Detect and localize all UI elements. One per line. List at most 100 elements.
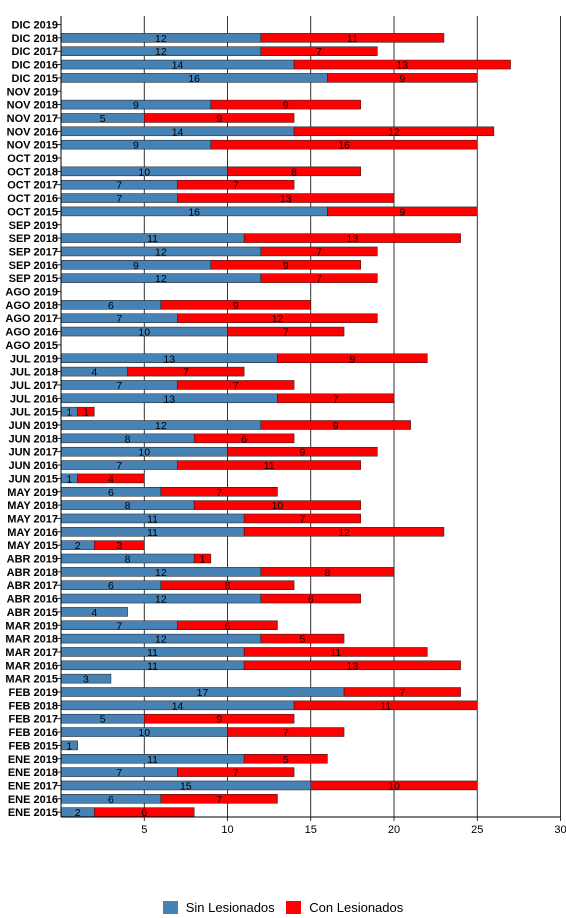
category-label: JUN 2015 — [8, 473, 58, 485]
category-label: NOV 2017 — [7, 113, 58, 125]
data-label: 8 — [225, 580, 231, 592]
category-label: DIC 2017 — [12, 46, 58, 58]
bar-con-lesionados — [277, 353, 428, 363]
data-label: 12 — [155, 567, 167, 579]
data-label: 7 — [216, 487, 222, 499]
category-label: OCT 2019 — [7, 153, 58, 165]
data-label: 13 — [280, 193, 292, 205]
data-label: 11 — [347, 33, 358, 45]
category-label: JUN 2018 — [8, 433, 58, 445]
legend-item-con-lesionados[interactable]: Con Lesionados — [286, 900, 403, 915]
bar-con-lesionados — [210, 99, 361, 110]
category-label: MAR 2019 — [5, 620, 58, 632]
category-label: ENE 2019 — [8, 754, 58, 766]
category-label: JUN 2016 — [8, 460, 58, 472]
category-label: ENE 2016 — [8, 794, 58, 806]
data-label: 7 — [183, 367, 189, 379]
data-label: 11 — [147, 647, 158, 659]
data-label: 16 — [338, 140, 350, 152]
data-label: 1 — [200, 554, 206, 566]
bar-con-lesionados — [177, 313, 378, 323]
bar-con-lesionados — [227, 326, 345, 337]
bar-con-lesionados — [193, 500, 361, 510]
category-label: FEB 2017 — [8, 714, 58, 726]
data-label: 10 — [138, 327, 150, 339]
data-label: 11 — [147, 527, 158, 539]
bar-con-lesionados — [327, 206, 478, 217]
data-label: 1 — [83, 407, 89, 419]
data-label: 6 — [108, 300, 114, 312]
category-label: OCT 2017 — [7, 180, 58, 192]
data-label: 12 — [338, 527, 350, 539]
bar-con-lesionados — [160, 300, 311, 310]
data-label: 17 — [197, 687, 209, 699]
category-label: ABR 2018 — [7, 567, 58, 579]
data-label: 8 — [125, 433, 131, 445]
bar-con-lesionados — [293, 126, 495, 137]
category-label: JUN 2019 — [8, 420, 58, 432]
category-label: MAY 2016 — [7, 527, 58, 539]
data-label: 5 — [300, 634, 306, 646]
bar-con-lesionados — [94, 540, 145, 550]
category-label: NOV 2016 — [7, 126, 58, 138]
data-label: 5 — [283, 754, 289, 766]
bar-con-lesionados — [210, 139, 478, 150]
data-label: 7 — [316, 246, 322, 258]
data-label: 1 — [66, 407, 72, 419]
data-label: 6 — [225, 620, 231, 632]
data-label: 13 — [163, 353, 175, 365]
data-label: 13 — [347, 660, 359, 672]
data-label: 11 — [147, 233, 158, 245]
legend-item-sin-lesionados[interactable]: Sin Lesionados — [162, 900, 275, 915]
bar-con-lesionados — [77, 473, 145, 484]
data-label: 7 — [333, 393, 339, 405]
bar-con-lesionados — [243, 527, 445, 537]
bar-con-lesionados — [177, 380, 295, 390]
category-label: MAY 2019 — [7, 487, 58, 499]
data-label: 10 — [138, 166, 150, 178]
x-tick-label: 15 — [305, 824, 317, 836]
bar-con-lesionados — [160, 580, 295, 590]
data-label: 11 — [330, 647, 341, 659]
x-tick-label: 30 — [554, 824, 566, 836]
x-tick-label: 20 — [388, 824, 400, 836]
x-tick-label: 5 — [141, 824, 147, 836]
data-label: 9 — [349, 353, 355, 365]
bar-con-lesionados — [277, 393, 395, 404]
bar-con-lesionados — [160, 487, 278, 497]
data-label: 9 — [333, 420, 339, 432]
data-label: 8 — [125, 500, 131, 512]
bar-con-lesionados — [177, 767, 295, 777]
data-label: 9 — [216, 714, 222, 726]
category-label: MAY 2017 — [7, 513, 58, 525]
category-label: SEP 2017 — [9, 246, 58, 258]
data-label: 9 — [399, 206, 405, 218]
category-label: SEP 2016 — [9, 260, 58, 272]
bar-con-lesionados — [227, 727, 345, 737]
data-label: 6 — [108, 580, 114, 592]
data-label: 9 — [133, 140, 139, 152]
category-label: FEB 2019 — [8, 687, 58, 699]
data-label: 5 — [100, 714, 106, 726]
bar-con-lesionados — [293, 700, 478, 711]
bar-con-lesionados — [260, 567, 395, 577]
data-label: 14 — [172, 700, 184, 712]
category-label: FEB 2016 — [8, 727, 58, 739]
data-label: 16 — [188, 206, 200, 218]
bar-con-lesionados — [260, 633, 345, 644]
data-label: 13 — [396, 60, 408, 72]
category-label: MAR 2015 — [5, 674, 58, 686]
legend-swatch-con-lesionados — [286, 901, 302, 914]
data-label: 9 — [216, 113, 222, 125]
category-label: AGO 2017 — [5, 313, 58, 325]
data-label: 6 — [241, 433, 247, 445]
data-label: 6 — [108, 487, 114, 499]
bar-con-lesionados — [77, 406, 95, 417]
bar-con-lesionados — [260, 33, 445, 43]
data-label: 7 — [233, 767, 239, 779]
data-label: 7 — [116, 380, 122, 392]
data-label: 12 — [155, 33, 167, 45]
data-label: 14 — [172, 60, 184, 72]
category-label: JUL 2015 — [10, 407, 58, 419]
